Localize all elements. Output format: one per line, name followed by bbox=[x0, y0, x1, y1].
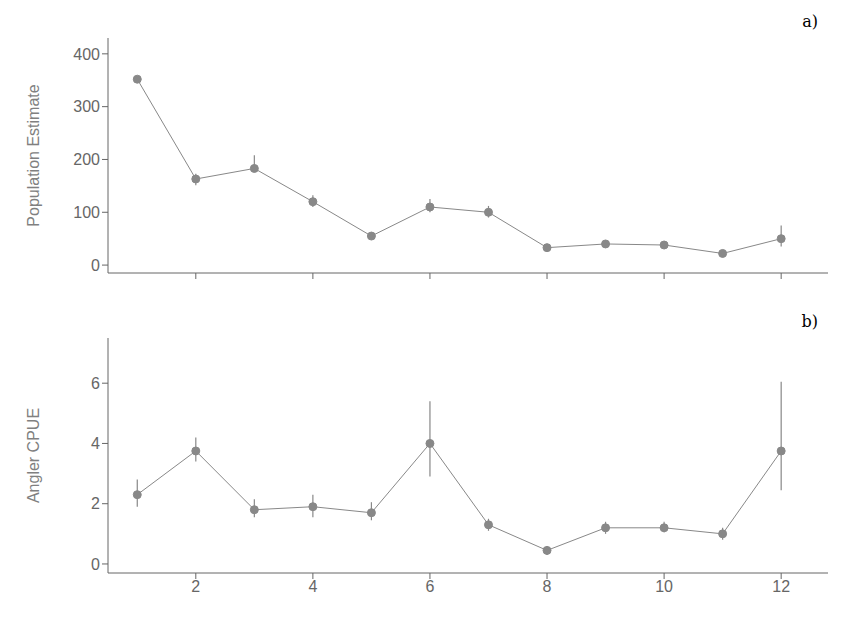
svg-text:2: 2 bbox=[191, 578, 200, 595]
svg-text:2: 2 bbox=[91, 495, 100, 512]
svg-text:200: 200 bbox=[73, 151, 100, 168]
svg-text:Population Estimate: Population Estimate bbox=[25, 84, 42, 226]
html-text:b): b) bbox=[801, 312, 818, 331]
svg-text:400: 400 bbox=[73, 46, 100, 63]
svg-text:0: 0 bbox=[91, 556, 100, 573]
svg-text:10: 10 bbox=[655, 578, 673, 595]
html-text:a): a) bbox=[802, 12, 818, 31]
svg-text:12: 12 bbox=[772, 578, 790, 595]
svg-text:6: 6 bbox=[91, 375, 100, 392]
svg-text:Angler CPUE: Angler CPUE bbox=[25, 408, 42, 503]
svg-text:300: 300 bbox=[73, 98, 100, 115]
svg-text:4: 4 bbox=[308, 578, 317, 595]
svg-text:4: 4 bbox=[91, 435, 100, 452]
svg-text:100: 100 bbox=[73, 204, 100, 221]
svg-text:6: 6 bbox=[425, 578, 434, 595]
svg-text:0: 0 bbox=[91, 257, 100, 274]
svg-text:8: 8 bbox=[543, 578, 552, 595]
